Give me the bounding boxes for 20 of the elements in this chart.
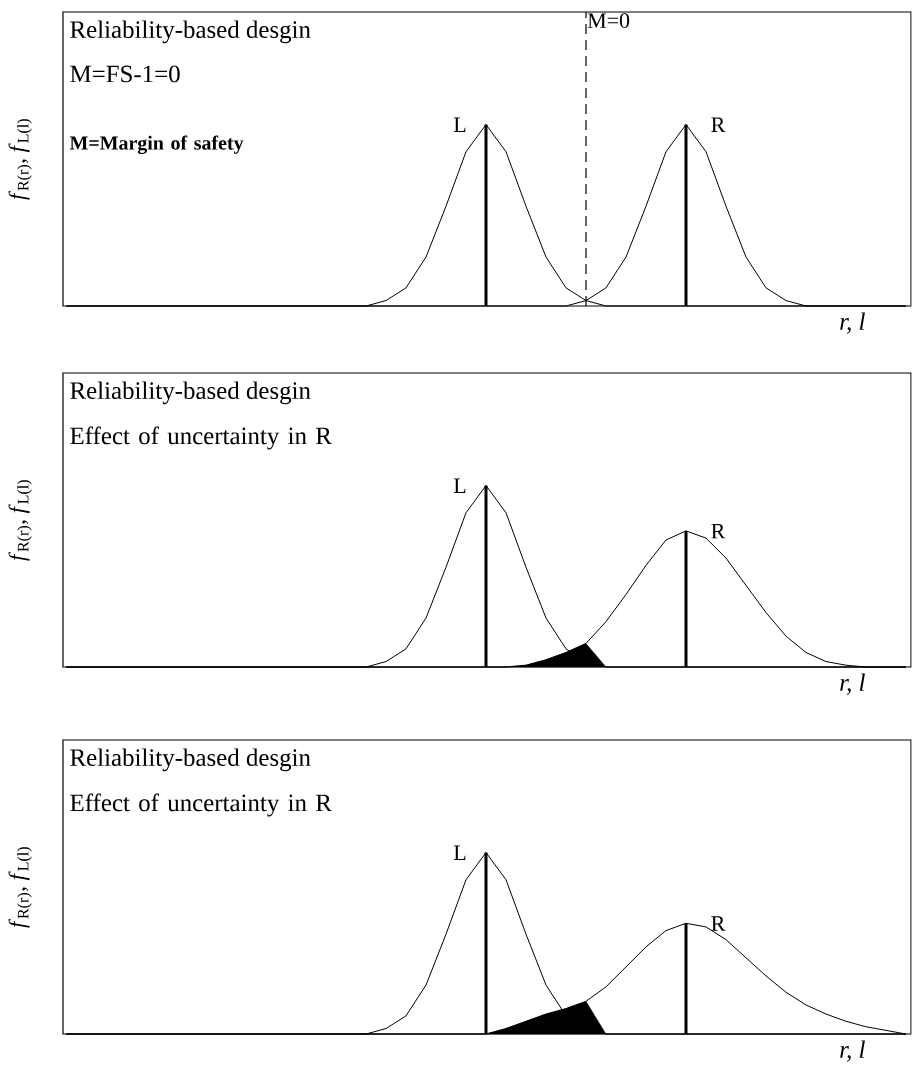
chart-title: Reliability-based desgin xyxy=(70,748,311,772)
series-label: L xyxy=(454,845,466,860)
y-axis-title: f$_{R(r)}$, f$_{L(l)}$ xyxy=(8,847,32,928)
text: Effect of uncertainty in R xyxy=(70,793,333,817)
x-axis-title: r, l xyxy=(840,312,866,334)
y-axis-title: f$_{R(r)}$, f$_{L(l)}$ xyxy=(8,480,32,561)
chart-title: Reliability-based desgin xyxy=(70,20,311,44)
series-label: L xyxy=(454,117,466,132)
series-label: R xyxy=(711,916,726,931)
text: Effect of uncertainty in R xyxy=(70,426,333,450)
text: M=FS-1=0 xyxy=(70,65,180,83)
text: M=0 xyxy=(588,13,630,28)
chart-title: Reliability-based desgin xyxy=(70,381,311,405)
annotation: M=Margin of safety xyxy=(70,135,244,154)
x-axis-title: r, l xyxy=(840,673,866,695)
series-label: R xyxy=(711,117,726,132)
series-label: R xyxy=(711,523,726,539)
series-label: L xyxy=(454,478,466,493)
y-axis-title: f$_{R(r)}$, f$_{L(l)}$ xyxy=(8,119,32,200)
x-axis-title: r, l xyxy=(840,1040,866,1062)
